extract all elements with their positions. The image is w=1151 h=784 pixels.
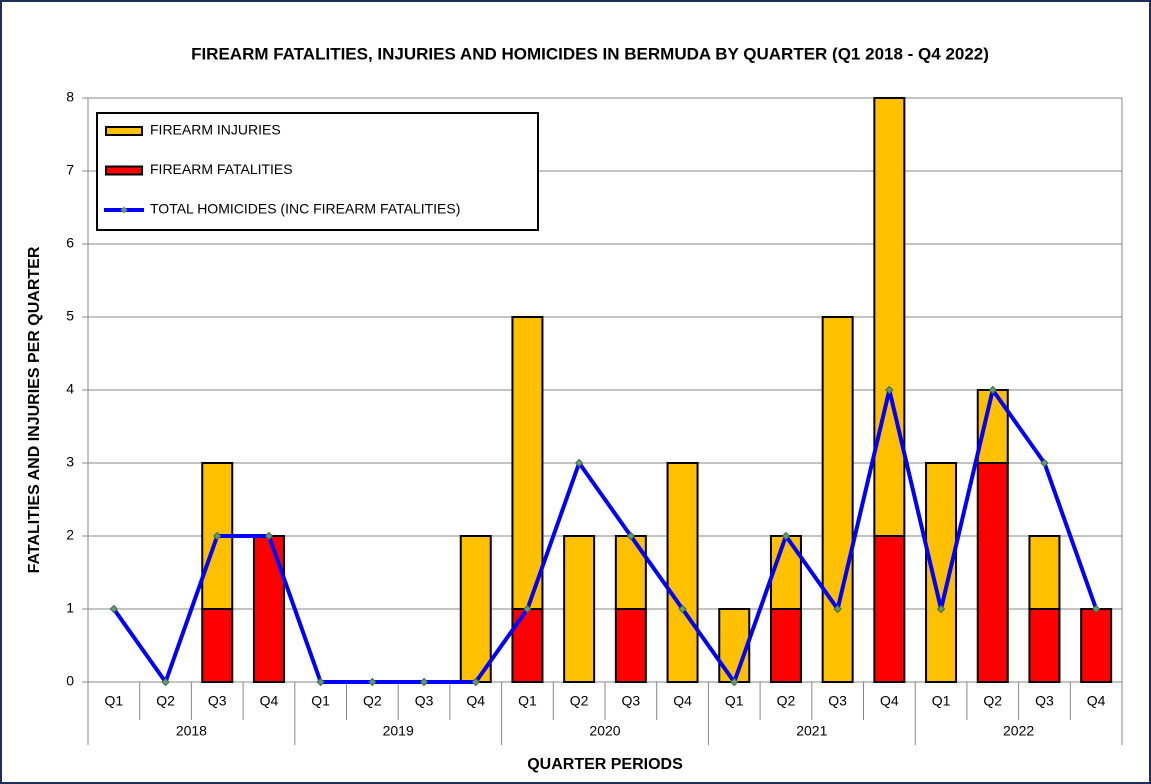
y-tick-label: 6 <box>66 235 74 251</box>
line-marker <box>678 604 687 614</box>
bar <box>769 535 802 610</box>
bar <box>873 535 906 683</box>
legend-label: FIREARM INJURIES <box>150 122 281 138</box>
legend-label: TOTAL HOMICIDES (INC FIREARM FATALITIES) <box>150 201 460 217</box>
x-tick-label: Q4 <box>466 693 485 709</box>
x-group-label: 2019 <box>383 723 414 739</box>
x-tick-label: Q1 <box>518 693 537 709</box>
y-axis-title: FATALITIES AND INJURIES PER QUARTER <box>26 246 43 573</box>
bar <box>666 462 699 683</box>
line-marker <box>833 604 842 614</box>
y-tick-label: 1 <box>66 600 74 616</box>
bar <box>614 608 647 683</box>
x-tick-label: Q3 <box>1035 693 1054 709</box>
y-tick-label: 8 <box>66 89 74 105</box>
line-marker <box>264 531 274 541</box>
bar <box>1028 608 1061 683</box>
line-marker <box>781 531 791 541</box>
x-tick-label: Q3 <box>622 693 641 709</box>
x-group-label: 2021 <box>796 723 827 739</box>
line-marker <box>161 677 170 687</box>
bar <box>976 462 1009 683</box>
legend-marker <box>120 206 128 214</box>
x-group-label: 2018 <box>176 723 207 739</box>
bar <box>252 535 285 683</box>
bar <box>511 608 544 683</box>
x-tick-label: Q2 <box>156 693 175 709</box>
x-tick-label: Q3 <box>208 693 227 709</box>
bar <box>563 535 596 683</box>
line-marker <box>471 677 480 687</box>
bar <box>511 316 544 610</box>
line-marker <box>523 604 532 614</box>
x-tick-label: Q1 <box>725 693 744 709</box>
x-tick-label: Q2 <box>363 693 382 709</box>
legend-box <box>96 112 539 231</box>
line-marker <box>626 531 636 541</box>
line-marker <box>419 677 429 687</box>
x-tick-label: Q2 <box>777 693 796 709</box>
y-tick-label: 0 <box>66 673 74 689</box>
x-tick-label: Q4 <box>880 693 899 709</box>
x-group-label: 2022 <box>1003 723 1034 739</box>
bar <box>459 535 492 683</box>
line <box>112 388 1099 684</box>
y-tick-label: 4 <box>66 381 74 397</box>
bar <box>769 608 802 683</box>
legend-swatch <box>105 165 143 176</box>
line-marker <box>1091 604 1101 614</box>
x-tick-label: Q4 <box>1087 693 1106 709</box>
bar <box>718 608 751 683</box>
y-tick-label: 5 <box>66 308 74 324</box>
line-marker <box>730 677 739 687</box>
bar <box>821 316 854 683</box>
x-tick-label: Q1 <box>105 693 124 709</box>
line-marker <box>368 677 377 687</box>
x-tick-label: Q2 <box>983 693 1002 709</box>
x-tick-label: Q3 <box>415 693 434 709</box>
line-marker <box>1040 458 1049 468</box>
x-axis-title: QUARTER PERIODS <box>527 756 683 773</box>
line-marker <box>574 458 584 468</box>
bar <box>1080 608 1113 683</box>
bar <box>873 97 906 537</box>
x-group-label: 2020 <box>589 723 620 739</box>
x-tick-label: Q3 <box>828 693 847 709</box>
chart-title: FIREARM FATALITIES, INJURIES AND HOMICID… <box>191 44 989 63</box>
legend-swatch <box>105 126 143 136</box>
bar <box>614 535 647 610</box>
bar <box>1028 535 1061 610</box>
legend-label: FIREARM FATALITIES <box>150 161 293 177</box>
x-tick-label: Q4 <box>260 693 279 709</box>
line-marker <box>213 531 222 541</box>
y-tick-label: 2 <box>66 527 74 543</box>
x-tick-label: Q1 <box>932 693 951 709</box>
line-marker <box>109 604 119 614</box>
bar <box>201 608 234 683</box>
y-tick-label: 7 <box>66 162 74 178</box>
line-marker <box>936 604 946 614</box>
x-tick-label: Q1 <box>311 693 330 709</box>
x-tick-label: Q2 <box>570 693 589 709</box>
x-tick-label: Q4 <box>673 693 692 709</box>
line-marker <box>988 385 997 395</box>
line-marker <box>316 677 325 687</box>
line-marker <box>885 385 894 395</box>
y-tick-label: 3 <box>66 454 74 470</box>
